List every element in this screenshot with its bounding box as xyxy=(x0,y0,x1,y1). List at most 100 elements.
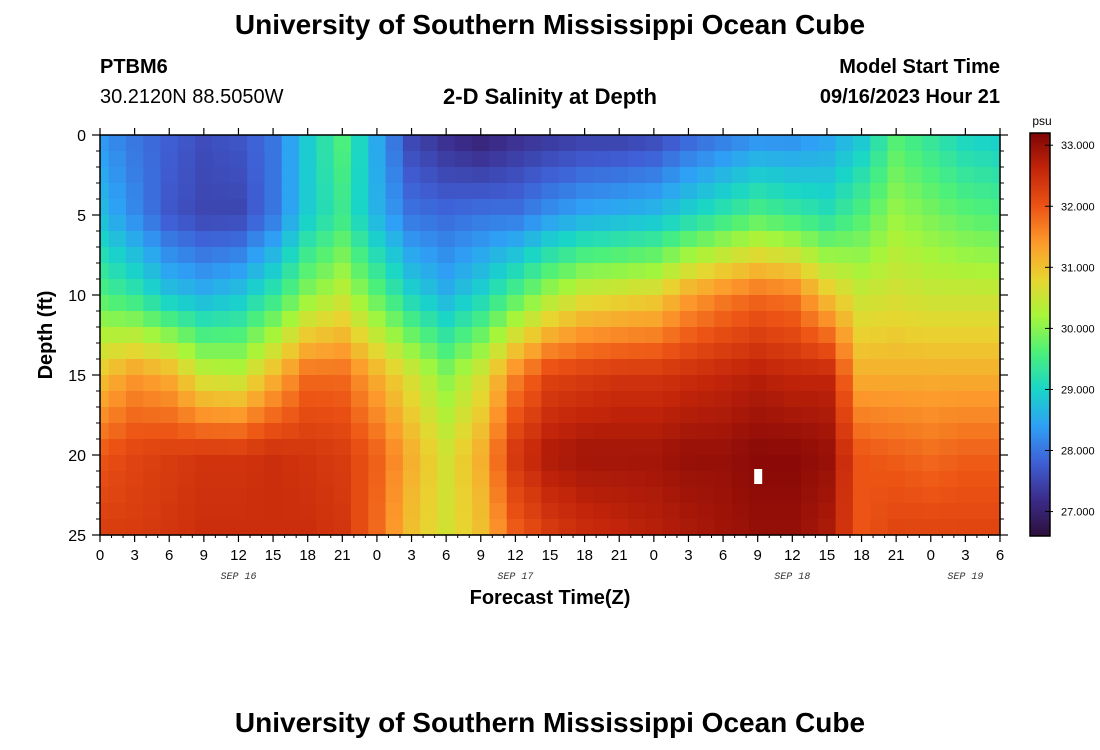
x-tick-label: 21 xyxy=(611,547,628,564)
heatmap-cell xyxy=(299,503,317,520)
heatmap-cell xyxy=(333,407,352,424)
heatmap-cell xyxy=(177,487,196,504)
heatmap-cell xyxy=(143,471,162,488)
heatmap-cell xyxy=(558,167,577,184)
heatmap-cell xyxy=(195,327,214,344)
heatmap-cell xyxy=(437,247,456,264)
heatmap-cell xyxy=(749,391,767,408)
heatmap-cell xyxy=(610,135,629,152)
heatmap-cell xyxy=(437,263,456,280)
heatmap-cell xyxy=(195,263,214,280)
heatmap-cell xyxy=(229,519,248,536)
heatmap-cell xyxy=(437,183,456,200)
heatmap-cell xyxy=(991,487,1001,504)
heatmap-cell xyxy=(835,167,854,184)
heatmap-cell xyxy=(143,199,162,216)
heatmap-cell xyxy=(541,263,560,280)
heatmap-cell xyxy=(506,183,525,200)
heatmap-cell xyxy=(939,231,958,248)
heatmap-cell xyxy=(956,375,975,392)
heatmap-cell xyxy=(575,215,594,232)
heatmap-cell xyxy=(108,423,127,440)
heatmap-cell xyxy=(316,343,335,360)
heatmap-cell xyxy=(818,295,837,312)
heatmap-cell xyxy=(766,391,785,408)
heatmap-cell xyxy=(489,439,508,456)
heatmap-cell xyxy=(593,391,612,408)
heatmap-cell xyxy=(679,375,698,392)
heatmap-cell xyxy=(731,231,750,248)
heatmap-cell xyxy=(800,503,819,520)
heatmap-cell xyxy=(108,391,127,408)
colorbar: psu 27.000 28.000 29.000 30.000 31.000 32.000… xyxy=(1029,114,1095,537)
heatmap-cell xyxy=(610,407,629,424)
heatmap-cell xyxy=(212,215,231,232)
heatmap-cell xyxy=(108,471,127,488)
heatmap-cell xyxy=(143,391,162,408)
heatmap-cell xyxy=(991,503,1001,520)
heatmap-cell xyxy=(472,391,491,408)
heatmap-cell xyxy=(835,407,854,424)
heatmap-cell xyxy=(541,279,560,296)
heatmap-cell xyxy=(125,215,144,232)
heatmap-cell xyxy=(299,151,317,168)
heatmap-cell xyxy=(783,503,802,520)
heatmap-cell xyxy=(125,343,144,360)
heatmap-cell xyxy=(454,327,473,344)
heatmap-cell xyxy=(177,183,196,200)
heatmap-cell xyxy=(575,375,594,392)
heatmap-cell xyxy=(125,487,144,504)
heatmap-cell xyxy=(402,391,421,408)
heatmap-cell xyxy=(922,263,941,280)
heatmap-cell xyxy=(541,423,560,440)
heatmap-cell xyxy=(887,167,906,184)
heatmap-cell xyxy=(125,231,144,248)
heatmap-cell xyxy=(991,135,1001,152)
heatmap-cell xyxy=(385,487,404,504)
heatmap-cell xyxy=(645,167,664,184)
heatmap-cell xyxy=(489,135,508,152)
heatmap-cell xyxy=(922,183,941,200)
heatmap-cell xyxy=(299,455,317,472)
heatmap-cell xyxy=(575,151,594,168)
heatmap-cell xyxy=(299,231,317,248)
heatmap-cell xyxy=(281,471,300,488)
heatmap-cell xyxy=(645,391,664,408)
heatmap-cell xyxy=(645,247,664,264)
heatmap-cell xyxy=(212,407,231,424)
heatmap-cell xyxy=(247,199,266,216)
heatmap-cell xyxy=(143,263,162,280)
heatmap-cell xyxy=(645,135,664,152)
heatmap-cell xyxy=(437,503,456,520)
heatmap-cell xyxy=(454,247,473,264)
heatmap-cell xyxy=(385,247,404,264)
heatmap-cell xyxy=(645,151,664,168)
heatmap-cell xyxy=(160,167,179,184)
heatmap-cell xyxy=(887,407,906,424)
heatmap-cell xyxy=(783,375,802,392)
heatmap-cell xyxy=(991,439,1001,456)
heatmap-cell xyxy=(835,247,854,264)
heatmap-cell xyxy=(160,439,179,456)
heatmap-cell xyxy=(662,167,681,184)
heatmap-cell xyxy=(420,503,439,520)
heatmap-cell xyxy=(697,471,716,488)
heatmap-cell xyxy=(541,183,560,200)
heatmap-cell xyxy=(350,487,369,504)
heatmap-cell xyxy=(991,455,1001,472)
colorbar-scale xyxy=(1029,132,1051,537)
heatmap-cell xyxy=(939,151,958,168)
heatmap-cell xyxy=(627,311,646,328)
heatmap-cell xyxy=(437,391,456,408)
heatmap-cell xyxy=(420,407,439,424)
heatmap-cell xyxy=(922,391,941,408)
heatmap-cell xyxy=(489,215,508,232)
x-tick-label: 15 xyxy=(265,547,282,564)
heatmap-cell xyxy=(472,503,491,520)
missing-data-cell xyxy=(754,469,763,484)
heatmap-cell xyxy=(350,135,369,152)
heatmap-cell xyxy=(558,423,577,440)
heatmap-cell xyxy=(904,359,923,376)
heatmap-cell xyxy=(212,311,231,328)
heatmap-cell xyxy=(575,263,594,280)
